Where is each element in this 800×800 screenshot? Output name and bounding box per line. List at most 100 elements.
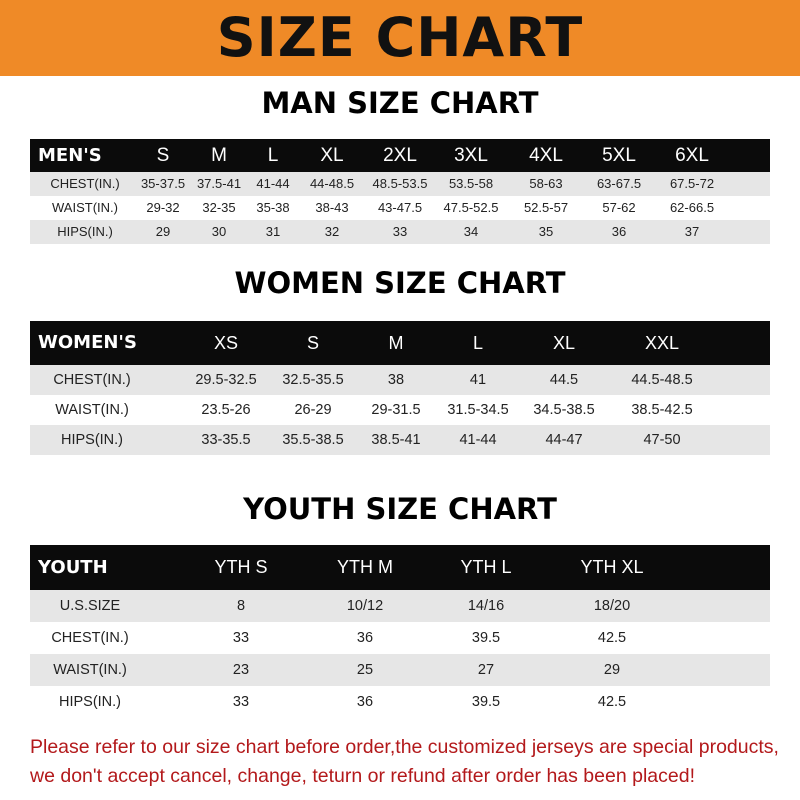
measurement-cell: 36 (611, 224, 627, 239)
women-header-label: WOMEN'S (38, 332, 137, 353)
measurement-cell: 58-63 (529, 176, 563, 191)
women-size-table: WOMEN'S XS S M L XL XXL CHEST(IN.) 29.5-32.5 32.5… (30, 321, 770, 455)
notice-line-2: we don't accept cancel, change, teturn o… (30, 765, 695, 787)
measurement-cell: 14/16 (467, 598, 505, 614)
measurement-cell: 47-50 (643, 432, 681, 448)
measurement-cell: 29-31.5 (371, 402, 421, 418)
measurement-cell: 31 (265, 224, 281, 239)
measurement-cell: 44.5-48.5 (631, 372, 693, 388)
banner-title: SIZE CHART (216, 6, 584, 69)
measurement-cell: 23.5-26 (201, 402, 251, 418)
table-row: U.S.SIZE 8 10/12 14/16 18/20 (30, 590, 770, 622)
measurement-cell: 63-67.5 (596, 176, 642, 191)
measurement-cell: 34 (463, 224, 479, 239)
measurement-cell: 29.5-32.5 (195, 372, 257, 388)
row-label: WAIST(IN.) (55, 402, 129, 418)
measurement-cell: 33-35.5 (201, 432, 251, 448)
measurement-cell: 42.5 (597, 694, 627, 710)
youth-header-label: YOUTH (38, 557, 108, 578)
size-header: 6XL (675, 145, 709, 166)
measurement-cell: 67.5-72 (669, 176, 715, 191)
measurement-cell: 29-32 (146, 200, 180, 215)
size-header: L (267, 145, 279, 166)
measurement-cell: 57-62 (602, 200, 636, 215)
measurement-cell: 37.5-41 (196, 176, 242, 191)
row-label: HIPS(IN.) (57, 224, 113, 239)
measurement-cell: 35-37.5 (140, 176, 186, 191)
measurement-cell: 38 (387, 372, 405, 388)
women-header-row: WOMEN'S XS S M L XL XXL (30, 321, 770, 365)
measurement-cell: 8 (236, 598, 246, 614)
table-row: CHEST(IN.) 35-37.5 37.5-41 41-44 44-48.5 48.5… (30, 172, 770, 196)
row-label: CHEST(IN.) (50, 176, 120, 191)
measurement-cell: 27 (477, 662, 495, 678)
measurement-cell: 33 (232, 694, 250, 710)
measurement-cell: 44-47 (545, 432, 583, 448)
row-label: U.S.SIZE (59, 598, 121, 614)
measurement-cell: 32-35 (202, 200, 236, 215)
size-header: 5XL (602, 145, 636, 166)
size-header: 2XL (383, 145, 417, 166)
row-label: WAIST(IN.) (52, 200, 118, 215)
measurement-cell: 41-44 (459, 432, 497, 448)
measurement-cell: 25 (356, 662, 374, 678)
size-header: YTH M (337, 557, 393, 577)
measurement-cell: 10/12 (346, 598, 384, 614)
measurement-cell: 38.5-42.5 (631, 402, 693, 418)
table-row: HIPS(IN.) 33-35.5 35.5-38.5 38.5-41 41-44 44-… (30, 425, 770, 455)
size-header: XXL (644, 333, 680, 353)
measurement-cell: 23 (232, 662, 250, 678)
measurement-cell: 41 (469, 372, 487, 388)
measurement-cell: 39.5 (471, 694, 501, 710)
size-header: 4XL (529, 145, 563, 166)
size-header: XS (213, 333, 239, 353)
table-row: HIPS(IN.) 33 36 39.5 42.5 (30, 686, 770, 718)
table-row: WAIST(IN.) 29-32 32-35 35-38 38-43 43-47.5 47.… (30, 196, 770, 220)
youth-size-table: YOUTH YTH S YTH M YTH L YTH XL U.S.SIZE 8 10/12… (30, 545, 770, 718)
row-label: HIPS(IN.) (58, 694, 122, 710)
youth-section-title: YOUTH SIZE CHART (243, 492, 557, 526)
men-header-row: MEN'S S M L XL 2XL 3XL 4XL 5XL 6XL (30, 139, 770, 172)
size-header: M (388, 333, 404, 353)
size-header: YTH S (214, 557, 268, 577)
table-row: CHEST(IN.) 29.5-32.5 32.5-35.5 38 41 44.5 44.5… (30, 365, 770, 395)
measurement-cell: 48.5-53.5 (372, 176, 428, 191)
size-header: YTH L (460, 557, 512, 577)
measurement-cell: 53.5-58 (448, 176, 494, 191)
men-size-table: MEN'S S M L XL 2XL 3XL 4XL 5XL 6XL CHEST(IN.) 35-37… (30, 139, 770, 244)
table-row: WAIST(IN.) 23.5-26 26-29 29-31.5 31.5-34.5 34… (30, 395, 770, 425)
measurement-cell: 26-29 (294, 402, 332, 418)
measurement-cell: 36 (356, 630, 374, 646)
men-header-label: MEN'S (38, 145, 102, 166)
women-section-title: WOMEN SIZE CHART (234, 266, 566, 300)
measurement-cell: 31.5-34.5 (447, 402, 509, 418)
order-notice: Please refer to our size chart before or… (30, 733, 790, 791)
measurement-cell: 34.5-38.5 (533, 402, 595, 418)
size-header: XL (320, 145, 344, 166)
measurement-cell: 44.5 (549, 372, 579, 388)
measurement-cell: 62-66.5 (669, 200, 715, 215)
measurement-cell: 52.5-57 (523, 200, 569, 215)
size-header: M (211, 145, 227, 166)
measurement-cell: 35-38 (256, 200, 290, 215)
measurement-cell: 38.5-41 (371, 432, 421, 448)
measurement-cell: 29 (155, 224, 171, 239)
measurement-cell: 36 (356, 694, 374, 710)
size-header: XL (552, 333, 576, 353)
measurement-cell: 30 (211, 224, 227, 239)
banner: SIZE CHART (0, 0, 800, 76)
row-label: CHEST(IN.) (51, 630, 129, 646)
measurement-cell: 37 (684, 224, 700, 239)
measurement-cell: 44-48.5 (309, 176, 355, 191)
men-section-title: MAN SIZE CHART (261, 86, 539, 120)
table-row: CHEST(IN.) 33 36 39.5 42.5 (30, 622, 770, 654)
measurement-cell: 38-43 (315, 200, 349, 215)
size-header: 3XL (454, 145, 488, 166)
measurement-cell: 35 (538, 224, 554, 239)
measurement-cell: 47.5-52.5 (443, 200, 499, 215)
youth-header-row: YOUTH YTH S YTH M YTH L YTH XL (30, 545, 770, 590)
row-label: HIPS(IN.) (60, 432, 124, 448)
measurement-cell: 33 (392, 224, 408, 239)
measurement-cell: 43-47.5 (377, 200, 423, 215)
